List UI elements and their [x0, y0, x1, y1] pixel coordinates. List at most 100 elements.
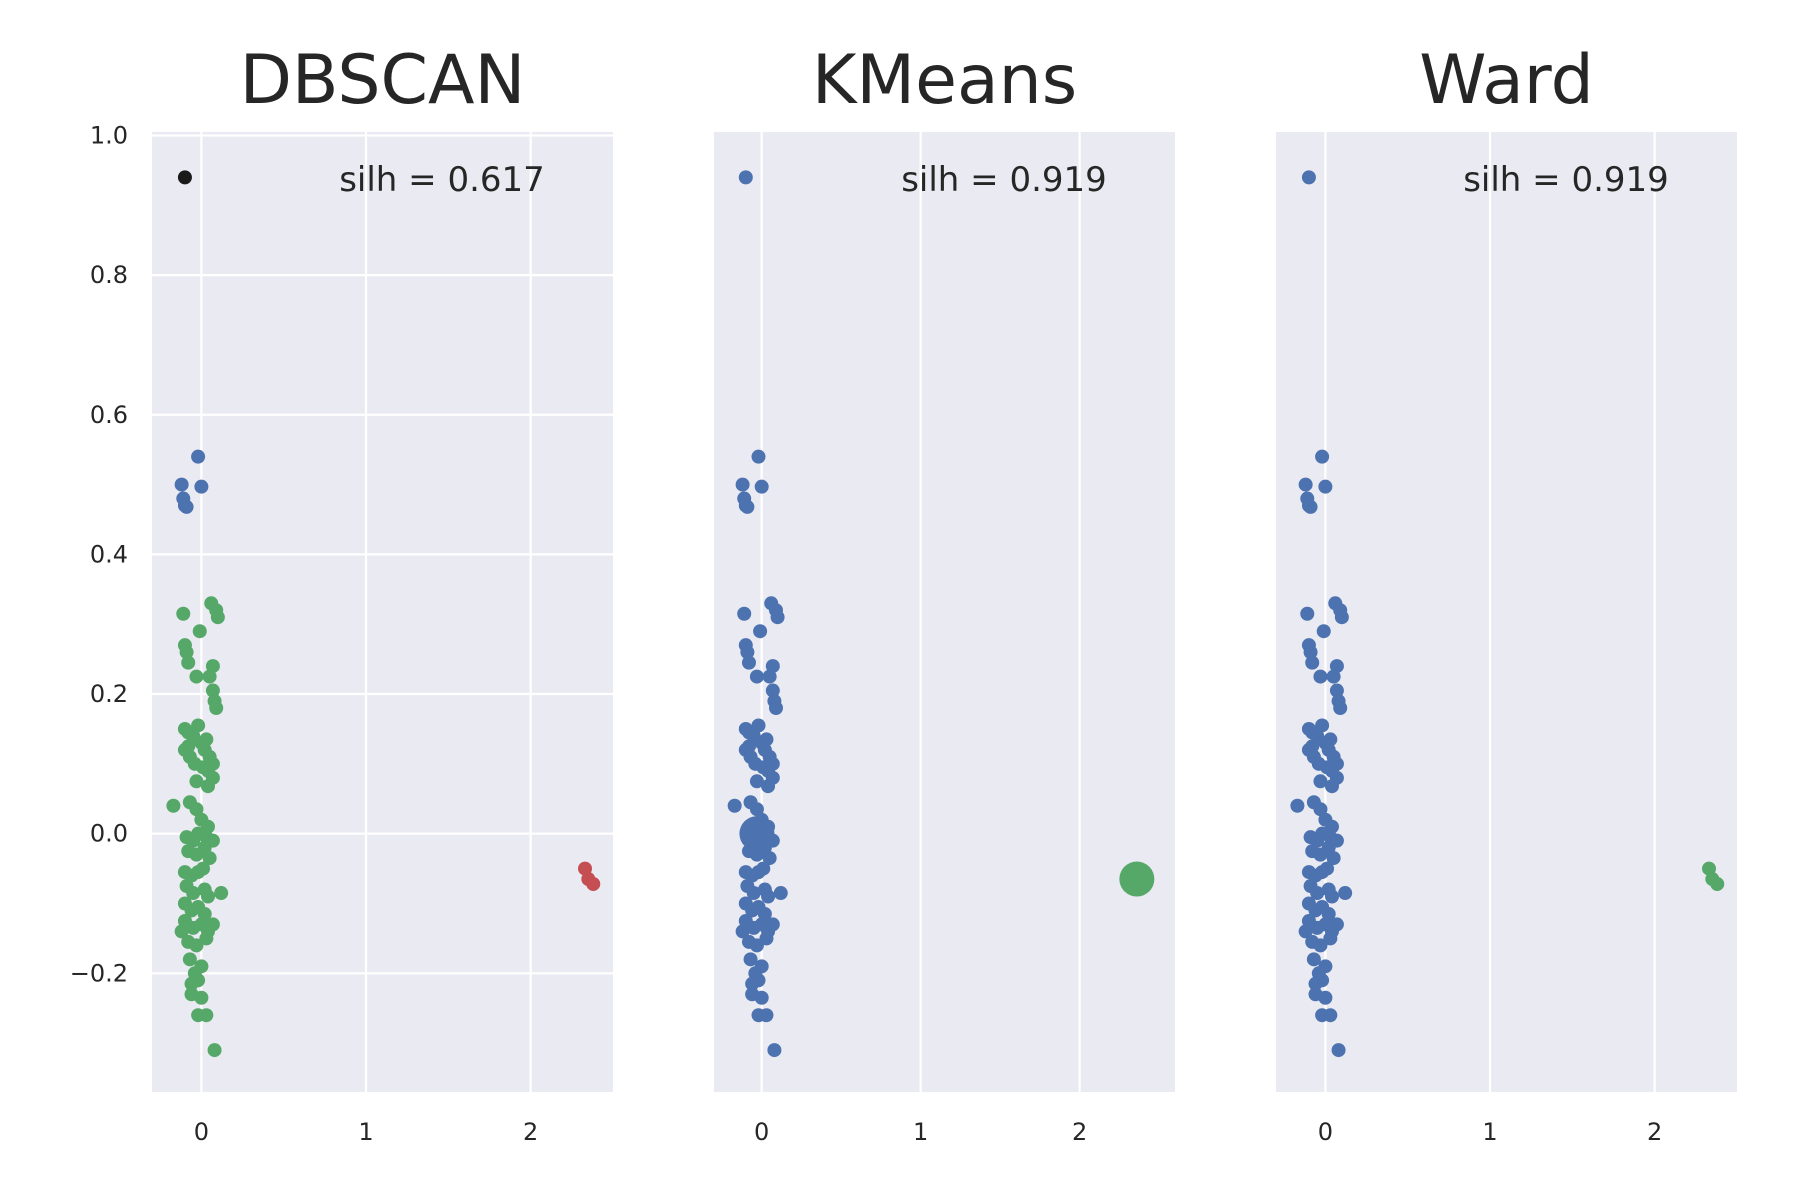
data-point [1318, 990, 1333, 1005]
data-point [181, 739, 196, 754]
data-point [765, 917, 780, 932]
data-point [586, 876, 601, 891]
series-1 [166, 596, 229, 1058]
y-tick-label: 1.0 [90, 121, 128, 149]
data-point [189, 938, 204, 953]
data-point [194, 479, 209, 494]
data-point [1300, 606, 1315, 621]
data-point [727, 798, 742, 813]
data-point [192, 624, 207, 639]
data-point [759, 931, 774, 946]
data-point [1305, 739, 1320, 754]
x-tick-label: 0 [754, 1118, 769, 1146]
data-point [1338, 886, 1353, 901]
data-point [740, 645, 755, 660]
data-point [1290, 798, 1305, 813]
data-point [205, 683, 220, 698]
data-point [754, 479, 769, 494]
x-tick-label: 2 [523, 1118, 538, 1146]
data-point [737, 606, 752, 621]
plot-area [1276, 132, 1737, 1092]
data-point [1315, 718, 1330, 733]
data-point [1324, 889, 1339, 904]
data-point [1710, 876, 1725, 891]
data-point [749, 774, 764, 789]
panel-title: DBSCAN [240, 41, 526, 120]
plot-area [714, 132, 1175, 1092]
data-point [1315, 449, 1330, 464]
data-point [189, 669, 204, 684]
data-point [209, 701, 224, 715]
cluster-center-point [739, 816, 775, 852]
data-point [1333, 701, 1348, 715]
series-0 [174, 449, 209, 514]
series-1 [739, 816, 775, 852]
data-point [735, 477, 750, 492]
data-point [1316, 624, 1331, 639]
data-point [199, 1008, 214, 1023]
plot-area [152, 132, 613, 1092]
data-point [1321, 840, 1336, 855]
data-point [191, 449, 206, 464]
data-point [1313, 774, 1328, 789]
data-point [1313, 938, 1328, 953]
data-point [751, 449, 766, 464]
data-point [740, 499, 755, 514]
data-point [741, 655, 756, 670]
y-tick-label: 0.4 [90, 540, 128, 568]
data-point [179, 499, 194, 514]
data-point [166, 798, 181, 813]
data-point [194, 990, 209, 1005]
data-point [761, 889, 776, 904]
series-2 [578, 861, 601, 891]
data-point [1324, 819, 1339, 834]
data-point [199, 732, 214, 747]
data-point [1318, 479, 1333, 494]
data-point [759, 732, 774, 747]
data-point [214, 886, 229, 901]
series-3 [177, 170, 192, 185]
data-point [1310, 886, 1325, 901]
data-point [200, 819, 215, 834]
x-tick-label: 1 [358, 1118, 373, 1146]
data-point [773, 886, 788, 901]
data-point [751, 718, 766, 733]
data-point [200, 779, 215, 794]
silhouette-score-label: silh = 0.617 [339, 160, 545, 200]
cluster-center-point [1119, 861, 1155, 897]
data-point [1303, 499, 1318, 514]
data-point [186, 886, 201, 901]
data-point [200, 889, 215, 904]
data-point [181, 655, 196, 670]
y-tick-label: 0.6 [90, 401, 128, 429]
data-point [735, 924, 750, 939]
data-point [1298, 924, 1313, 939]
data-point [174, 477, 189, 492]
data-point [1326, 669, 1341, 684]
data-point [176, 606, 191, 621]
data-point [1329, 917, 1344, 932]
x-tick-label: 0 [194, 1118, 209, 1146]
data-point [753, 624, 768, 639]
data-point [1326, 851, 1341, 866]
y-tick-label: 0.8 [90, 261, 128, 289]
data-point [741, 739, 756, 754]
data-point [1323, 931, 1338, 946]
data-point [1334, 610, 1349, 625]
data-point [749, 669, 764, 684]
series-1 [1702, 861, 1725, 891]
series-0 [1290, 170, 1353, 1058]
y-tick-label: −0.2 [70, 959, 128, 987]
data-point [738, 170, 753, 185]
x-tick-label: 2 [1647, 1118, 1662, 1146]
data-point [182, 952, 197, 967]
data-point [1315, 973, 1330, 988]
x-tick-label: 1 [913, 1118, 928, 1146]
panel-kmeans: 0 1 2 KMeans silh = 0.919 [714, 41, 1175, 1146]
data-point [199, 931, 214, 946]
data-point [174, 924, 189, 939]
y-tick-label: 0.0 [90, 820, 128, 848]
data-point [202, 851, 217, 866]
data-point [770, 610, 785, 625]
